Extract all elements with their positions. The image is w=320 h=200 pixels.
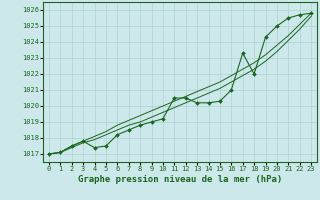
X-axis label: Graphe pression niveau de la mer (hPa): Graphe pression niveau de la mer (hPa)	[78, 175, 282, 184]
